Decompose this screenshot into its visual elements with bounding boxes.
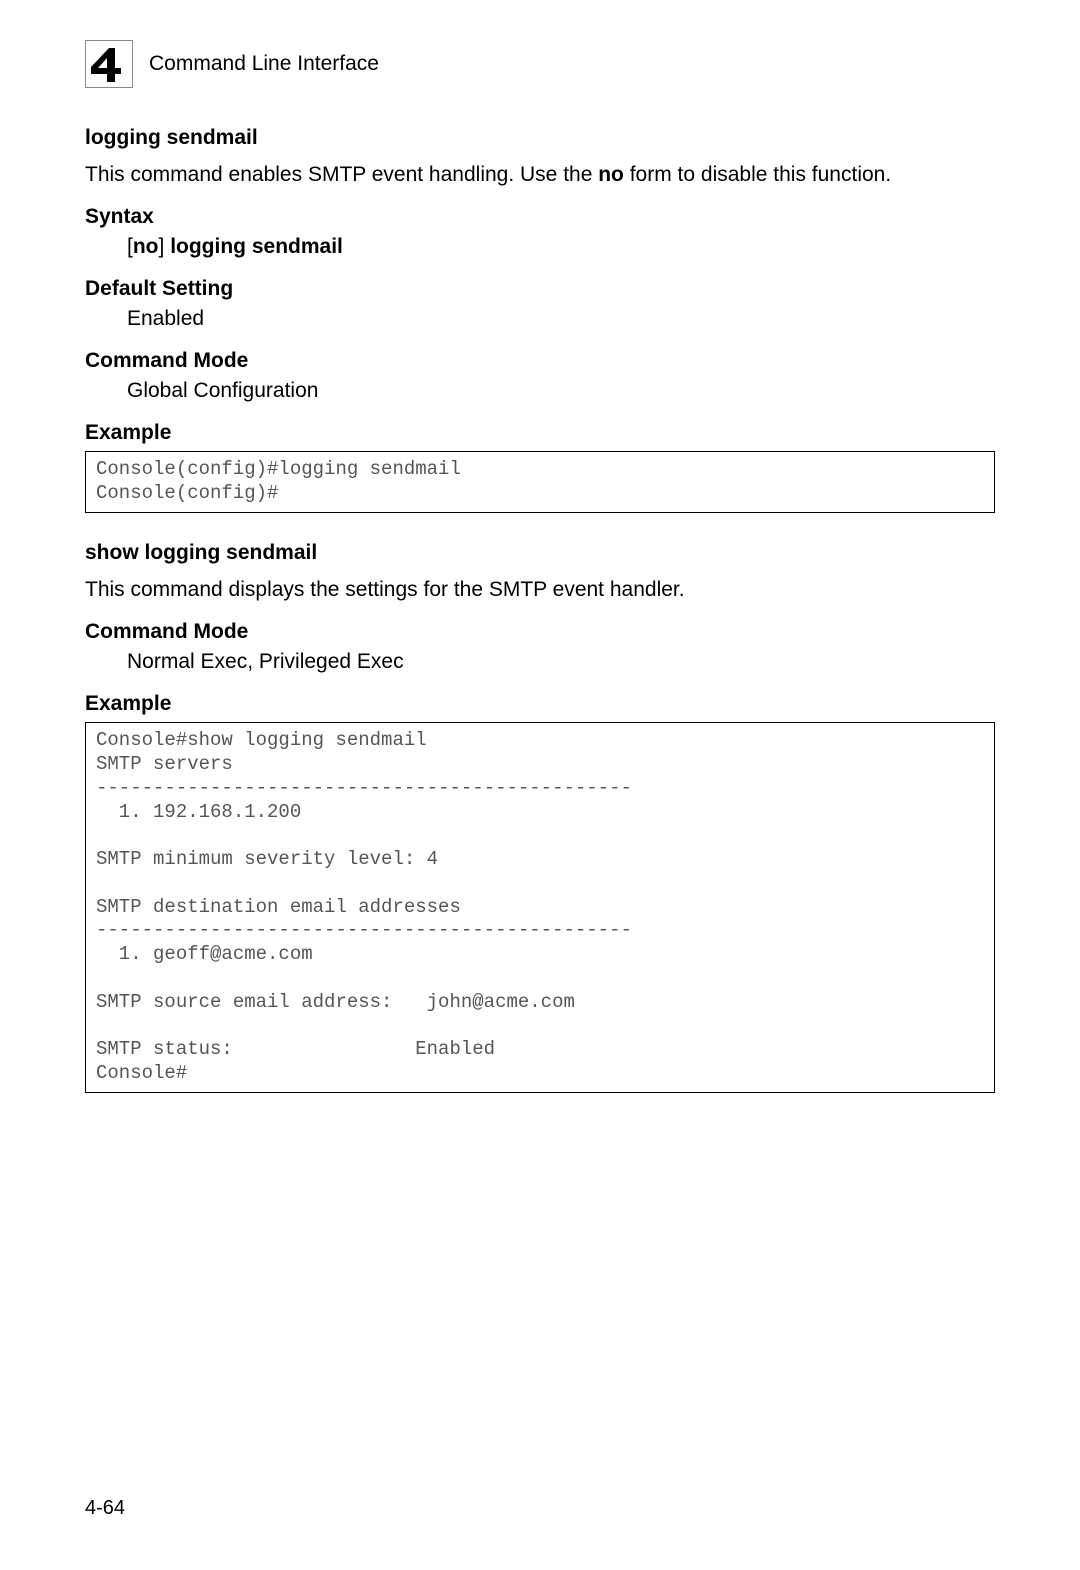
default-setting-value: Enabled (127, 307, 995, 331)
page-number: 4-64 (85, 1497, 125, 1520)
section-title-logging-sendmail: logging sendmail (85, 126, 995, 150)
syntax-no: no (133, 235, 159, 258)
page-header: Command Line Interface (85, 40, 995, 88)
number-four-icon (89, 44, 129, 84)
command-mode-label: Command Mode (85, 349, 995, 373)
syntax-bracket-close: ] (159, 235, 165, 258)
example-label-2: Example (85, 692, 995, 716)
chapter-number-icon (85, 40, 133, 88)
command-mode-label-2: Command Mode (85, 620, 995, 644)
default-setting-label: Default Setting (85, 277, 995, 301)
desc-bold: no (598, 163, 624, 186)
desc-pre: This command enables SMTP event handling… (85, 163, 598, 186)
example-label: Example (85, 421, 995, 445)
section-title-show-logging-sendmail: show logging sendmail (85, 541, 995, 565)
syntax-line: [no] logging sendmail (127, 235, 995, 259)
header-title: Command Line Interface (149, 52, 379, 76)
desc-post: form to disable this function. (624, 163, 891, 186)
code-block-show-logging-sendmail: Console#show logging sendmail SMTP serve… (85, 722, 995, 1092)
section-description-2: This command displays the settings for t… (85, 575, 995, 604)
command-mode-value: Global Configuration (127, 379, 995, 403)
section-description: This command enables SMTP event handling… (85, 160, 995, 189)
syntax-label: Syntax (85, 205, 995, 229)
code-block-logging-sendmail: Console(config)#logging sendmail Console… (85, 451, 995, 513)
syntax-cmd: logging sendmail (170, 235, 343, 258)
command-mode-value-2: Normal Exec, Privileged Exec (127, 650, 995, 674)
